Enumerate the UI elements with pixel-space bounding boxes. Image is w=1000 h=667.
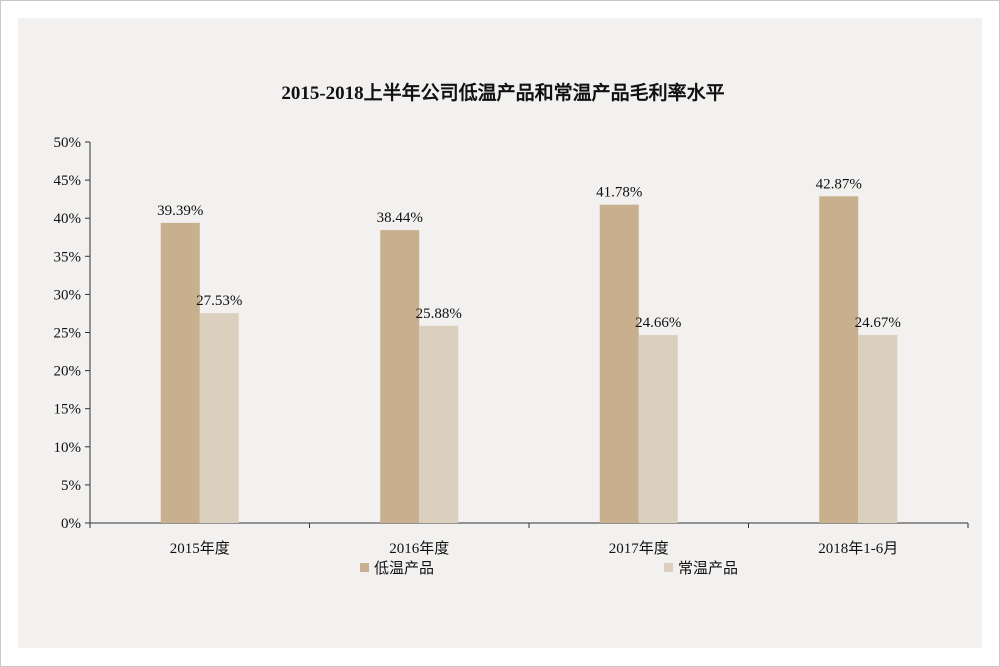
data-label-ambient: 24.66% (635, 315, 681, 331)
y-tick-label: 45% (54, 173, 82, 189)
y-axis: 0% 5% 10% 15% 20% 25% 30% 35% 40% 45% 50% (54, 135, 91, 532)
x-category-label: 2017年度 (609, 540, 669, 557)
data-label-ambient: 25.88% (416, 306, 462, 322)
y-tick-label: 20% (54, 364, 82, 380)
bar-low-temp (599, 204, 639, 523)
legend-label: 常温产品 (678, 560, 738, 577)
bar-ambient (199, 313, 239, 523)
data-labels: 39.39% 38.44% 41.78% 42.87% 27.53% 25.88% 24.6… (157, 176, 901, 331)
y-tick-label: 25% (54, 326, 82, 342)
y-tick-label: 0% (61, 516, 81, 532)
y-tick-label: 5% (61, 478, 81, 494)
bar-chart: 2015-2018上半年公司低温产品和常温产品毛利率水平 0% 5% 10% 15% 2… (54, 81, 969, 577)
legend-swatch (664, 563, 673, 572)
data-label-ambient: 27.53% (196, 293, 242, 309)
data-label-ambient: 24.67% (855, 315, 901, 331)
data-label-low-temp: 41.78% (596, 185, 642, 201)
legend-swatch (360, 563, 369, 572)
bar-ambient (419, 325, 459, 523)
bar-ambient (858, 335, 898, 523)
bar-low-temp (819, 196, 859, 523)
bars (160, 196, 898, 523)
bar-ambient (638, 335, 678, 523)
data-label-low-temp: 39.39% (157, 203, 203, 219)
bar-low-temp (160, 222, 200, 523)
y-tick-label: 35% (54, 249, 82, 265)
y-tick-label: 40% (54, 211, 82, 227)
x-category-label: 2015年度 (170, 540, 230, 557)
legend: 低温产品 常温产品 (360, 560, 738, 577)
legend-label: 低温产品 (374, 560, 434, 577)
x-axis: 2015年度 2016年度 2017年度 2018年1-6月 (89, 522, 969, 557)
y-tick-label: 50% (54, 135, 82, 151)
y-tick-label: 15% (54, 402, 82, 418)
chart-panel: 2015-2018上半年公司低温产品和常温产品毛利率水平 0% 5% 10% 15% 2… (18, 18, 982, 648)
data-label-low-temp: 38.44% (377, 210, 423, 226)
y-tick-label: 30% (54, 287, 82, 303)
x-category-label: 2018年1-6月 (818, 540, 898, 557)
x-category-label: 2016年度 (389, 540, 449, 557)
y-tick-label: 10% (54, 440, 82, 456)
data-label-low-temp: 42.87% (816, 176, 862, 192)
chart-title: 2015-2018上半年公司低温产品和常温产品毛利率水平 (281, 81, 724, 104)
bar-low-temp (380, 230, 420, 523)
